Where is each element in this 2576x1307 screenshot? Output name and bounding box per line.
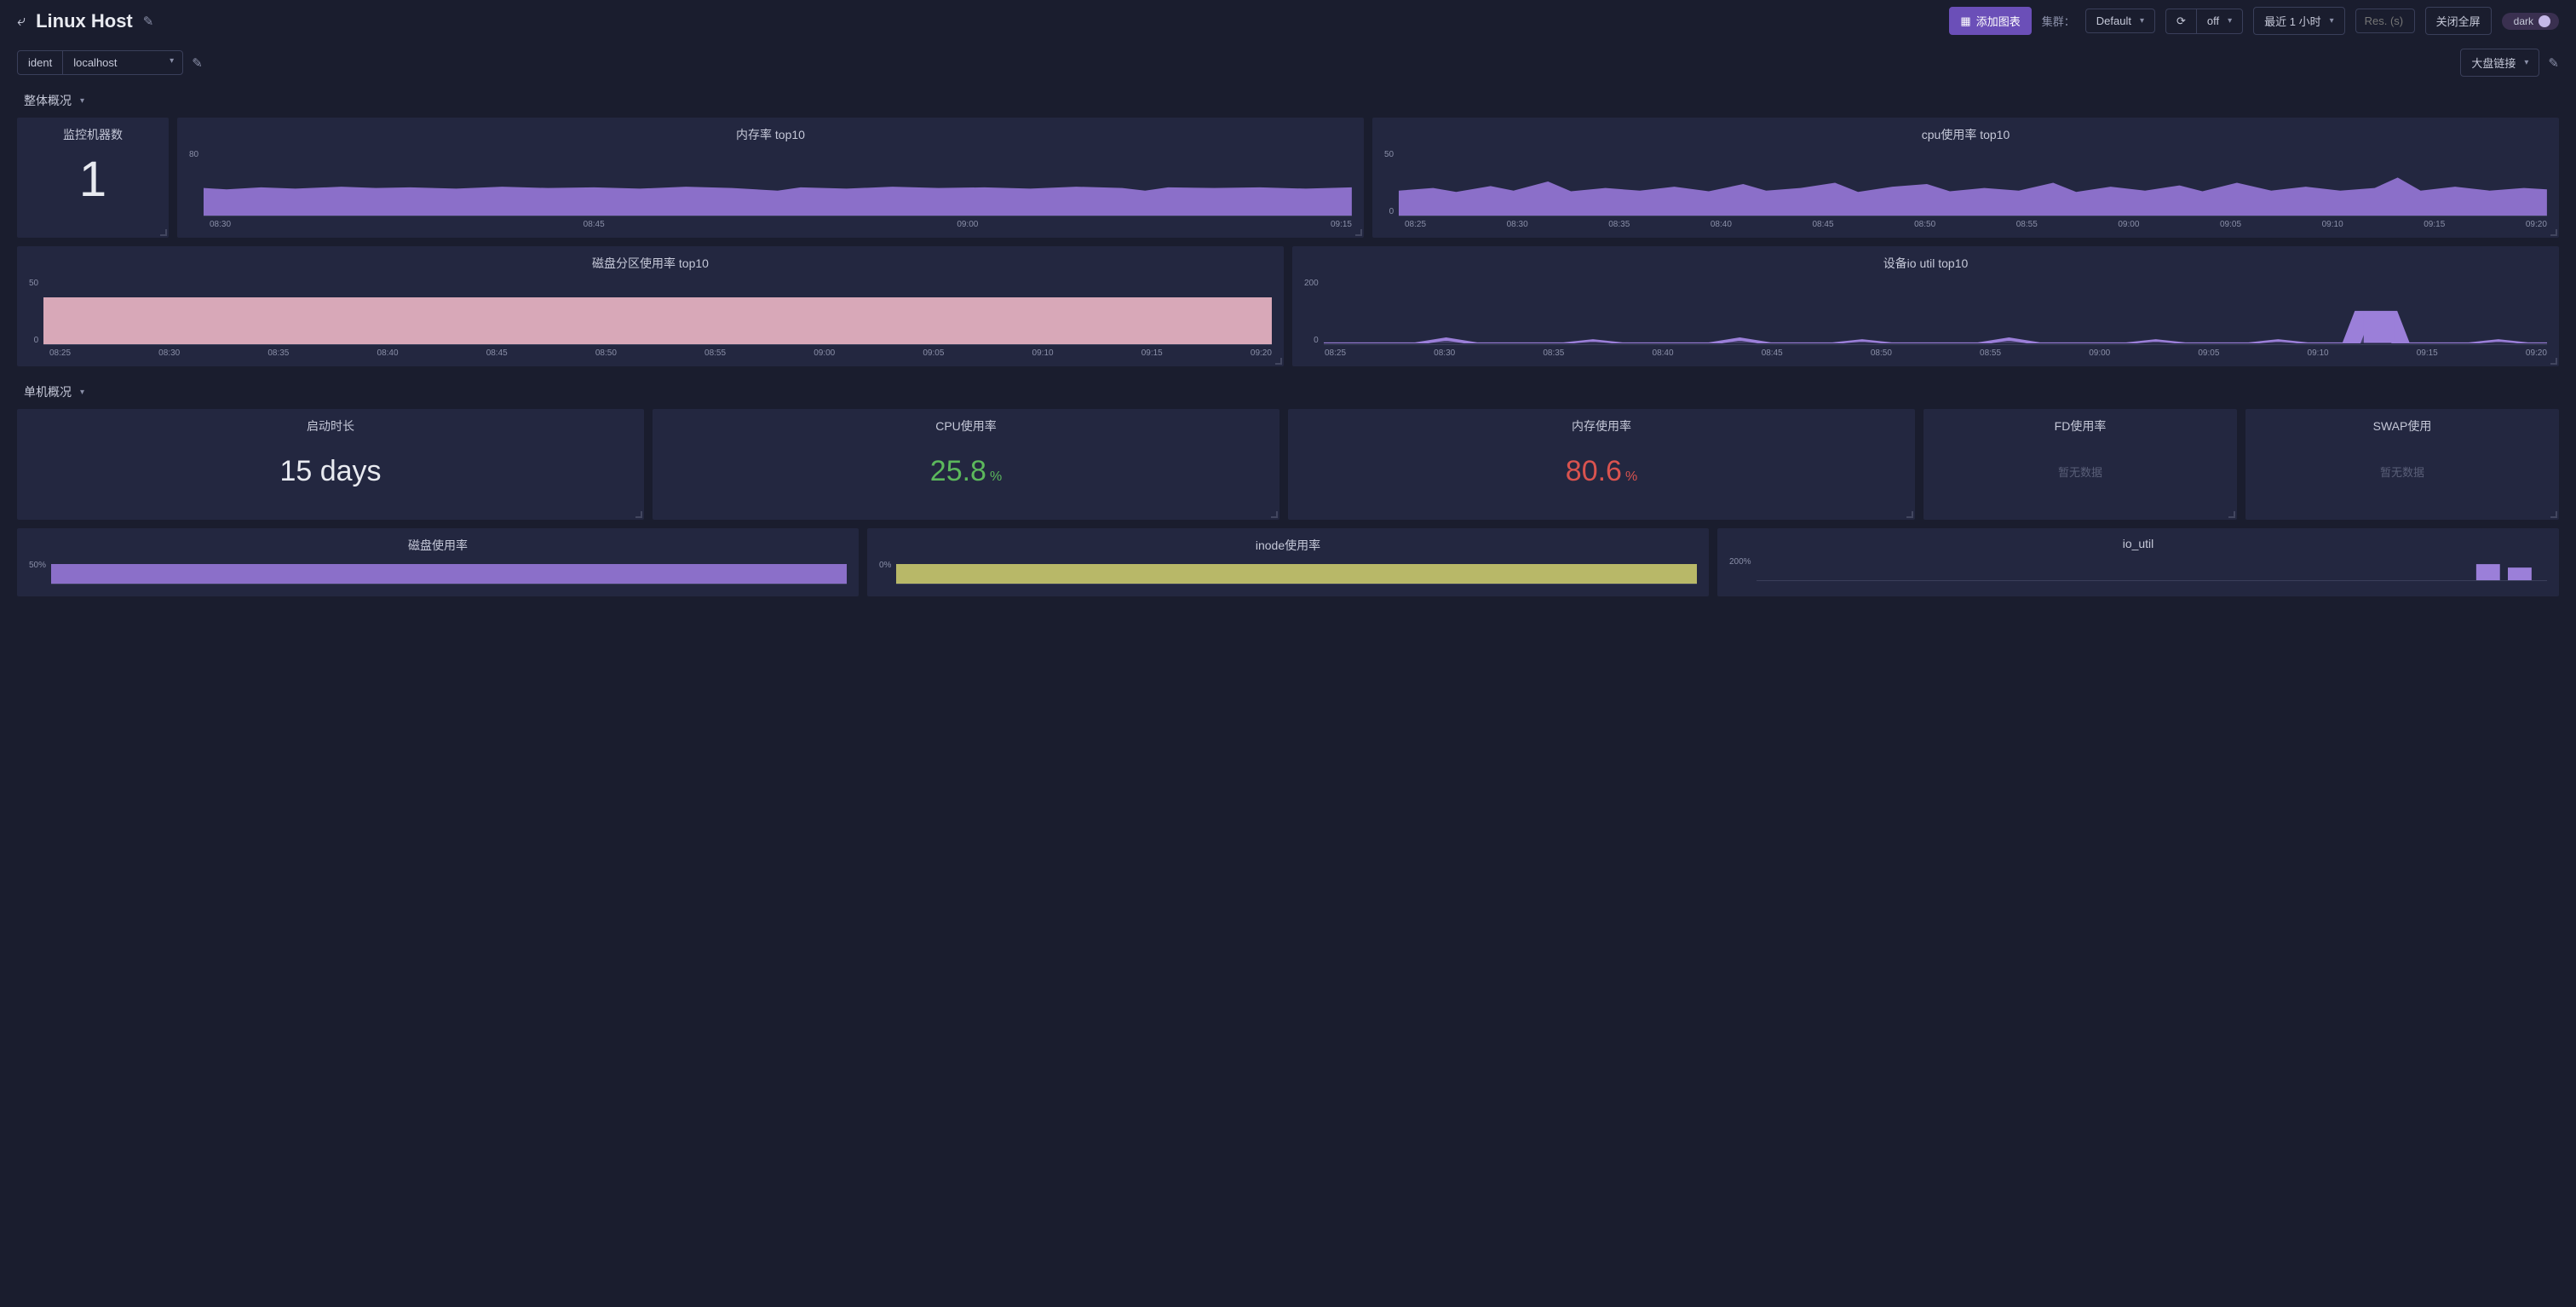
- add-chart-button[interactable]: ▦ 添加图表: [1949, 7, 2031, 35]
- panel-mem-usage: 内存使用率 80.6%: [1288, 409, 1915, 520]
- resize-handle[interactable]: [1906, 511, 1913, 518]
- resolution-input[interactable]: [2355, 9, 2415, 33]
- resize-handle[interactable]: [635, 511, 642, 518]
- resize-handle[interactable]: [160, 229, 167, 236]
- add-chart-label: 添加图表: [1976, 13, 2021, 29]
- back-icon[interactable]: ⤶: [17, 12, 26, 30]
- theme-toggle[interactable]: dark: [2502, 13, 2559, 30]
- chevron-down-icon: ▾: [2140, 16, 2144, 26]
- chevron-down-icon: ▾: [80, 388, 84, 397]
- monitor-count-value: 1: [29, 150, 157, 210]
- panel-monitor-count: 监控机器数 1: [17, 118, 169, 238]
- chart-xaxis: 08:30 08:45 09:00 09:15: [189, 220, 1352, 229]
- page-title: Linux Host: [36, 10, 133, 32]
- chart-yaxis: 80: [189, 150, 204, 216]
- resize-handle[interactable]: [1271, 511, 1278, 518]
- resize-handle[interactable]: [2550, 358, 2557, 365]
- edit-ident-icon[interactable]: ✎: [192, 55, 203, 71]
- section-overall[interactable]: 整体概况 ▾: [0, 83, 2576, 118]
- chart-yaxis: 200%: [1729, 557, 1757, 581]
- chart-body: [204, 150, 1352, 216]
- toggle-knob: [2539, 15, 2550, 27]
- chart-yaxis: 200 0: [1304, 279, 1324, 345]
- chart-body: [51, 561, 847, 584]
- theme-label: dark: [2514, 15, 2533, 27]
- panel-cpu-usage: CPU使用率 25.8%: [653, 409, 1279, 520]
- time-range-select[interactable]: 最近 1 小时 ▾: [2253, 7, 2345, 35]
- panel-io-util: io_util 200%: [1717, 528, 2559, 596]
- panel-fd-usage: FD使用率 暂无数据: [1923, 409, 2237, 520]
- chevron-down-icon: ▾: [2524, 58, 2528, 67]
- no-data-label: 暂无数据: [1935, 463, 2225, 480]
- no-data-label: 暂无数据: [2257, 463, 2547, 480]
- panel-io-top10: 设备io util top10 200 0 08:2508:3008:3508:…: [1292, 246, 2559, 366]
- edit-link-icon[interactable]: ✎: [2548, 55, 2559, 71]
- chart-body: [896, 561, 1697, 584]
- panel-disk-usage: 磁盘使用率 50%: [17, 528, 859, 596]
- chart-yaxis: 0%: [879, 561, 896, 584]
- edit-title-icon[interactable]: ✎: [143, 14, 154, 29]
- chevron-down-icon: ▾: [2228, 16, 2232, 26]
- resize-handle[interactable]: [1355, 229, 1362, 236]
- resize-handle[interactable]: [1275, 358, 1282, 365]
- resize-handle[interactable]: [2550, 229, 2557, 236]
- mem-usage-value: 80.6%: [1300, 452, 1903, 492]
- resize-handle[interactable]: [2550, 511, 2557, 518]
- chevron-down-icon: ▾: [2330, 16, 2334, 26]
- uptime-value: 15 days: [29, 452, 632, 492]
- refresh-button[interactable]: ⟳: [2165, 9, 2196, 34]
- panel-cpu-top10: cpu使用率 top10 50 0 08:2508:3008:3508:4008…: [1372, 118, 2559, 238]
- resize-handle[interactable]: [2228, 511, 2235, 518]
- chart-xaxis: 08:2508:3008:3508:4008:4508:5008:5509:00…: [1304, 348, 2547, 358]
- panel-mem-top10: 内存率 top10 80 08:30 08:45 09:00 09:15: [177, 118, 1364, 238]
- chevron-down-icon: ▾: [170, 56, 174, 66]
- chart-body: [1757, 557, 2547, 581]
- chart-body: [1324, 279, 2547, 345]
- panel-disk-top10: 磁盘分区使用率 top10 50 0 08:2508:3008:3508:400…: [17, 246, 1284, 366]
- cluster-label: 集群：: [2042, 13, 2075, 29]
- chart-body: [1399, 150, 2547, 216]
- chart-yaxis: 50 0: [1384, 150, 1399, 216]
- panel-uptime: 启动时长 15 days: [17, 409, 644, 520]
- ident-value[interactable]: localhost ▾: [63, 51, 182, 74]
- dashboard-link-select[interactable]: 大盘链接 ▾: [2460, 49, 2539, 77]
- chart-xaxis: 08:2508:3008:3508:4008:4508:5008:5509:00…: [29, 348, 1272, 358]
- chart-yaxis: 50%: [29, 561, 51, 584]
- subheader: ident localhost ▾ ✎ 大盘链接 ▾ ✎: [0, 42, 2576, 83]
- plus-icon: ▦: [1960, 14, 1970, 28]
- refresh-icon: ⟳: [2176, 14, 2186, 28]
- close-fullscreen-button[interactable]: 关闭全屏: [2425, 7, 2492, 35]
- cpu-usage-value: 25.8%: [664, 452, 1268, 492]
- ident-label: ident: [18, 51, 63, 74]
- chart-body: [43, 279, 1272, 345]
- cluster-select[interactable]: Default ▾: [2085, 9, 2155, 33]
- panel-swap-usage: SWAP使用 暂无数据: [2245, 409, 2559, 520]
- section-single[interactable]: 单机概况 ▾: [0, 375, 2576, 409]
- refresh-interval-select[interactable]: off ▾: [2196, 9, 2243, 34]
- chart-xaxis: 08:2508:3008:3508:4008:4508:5008:5509:00…: [1384, 220, 2547, 229]
- panel-inode-usage: inode使用率 0%: [867, 528, 1709, 596]
- ident-selector[interactable]: ident localhost ▾: [17, 50, 183, 75]
- chart-yaxis: 50 0: [29, 279, 43, 345]
- header: ⤶ Linux Host ✎ ▦ 添加图表 集群： Default ▾ ⟳ of…: [0, 0, 2576, 42]
- chevron-down-icon: ▾: [80, 96, 84, 106]
